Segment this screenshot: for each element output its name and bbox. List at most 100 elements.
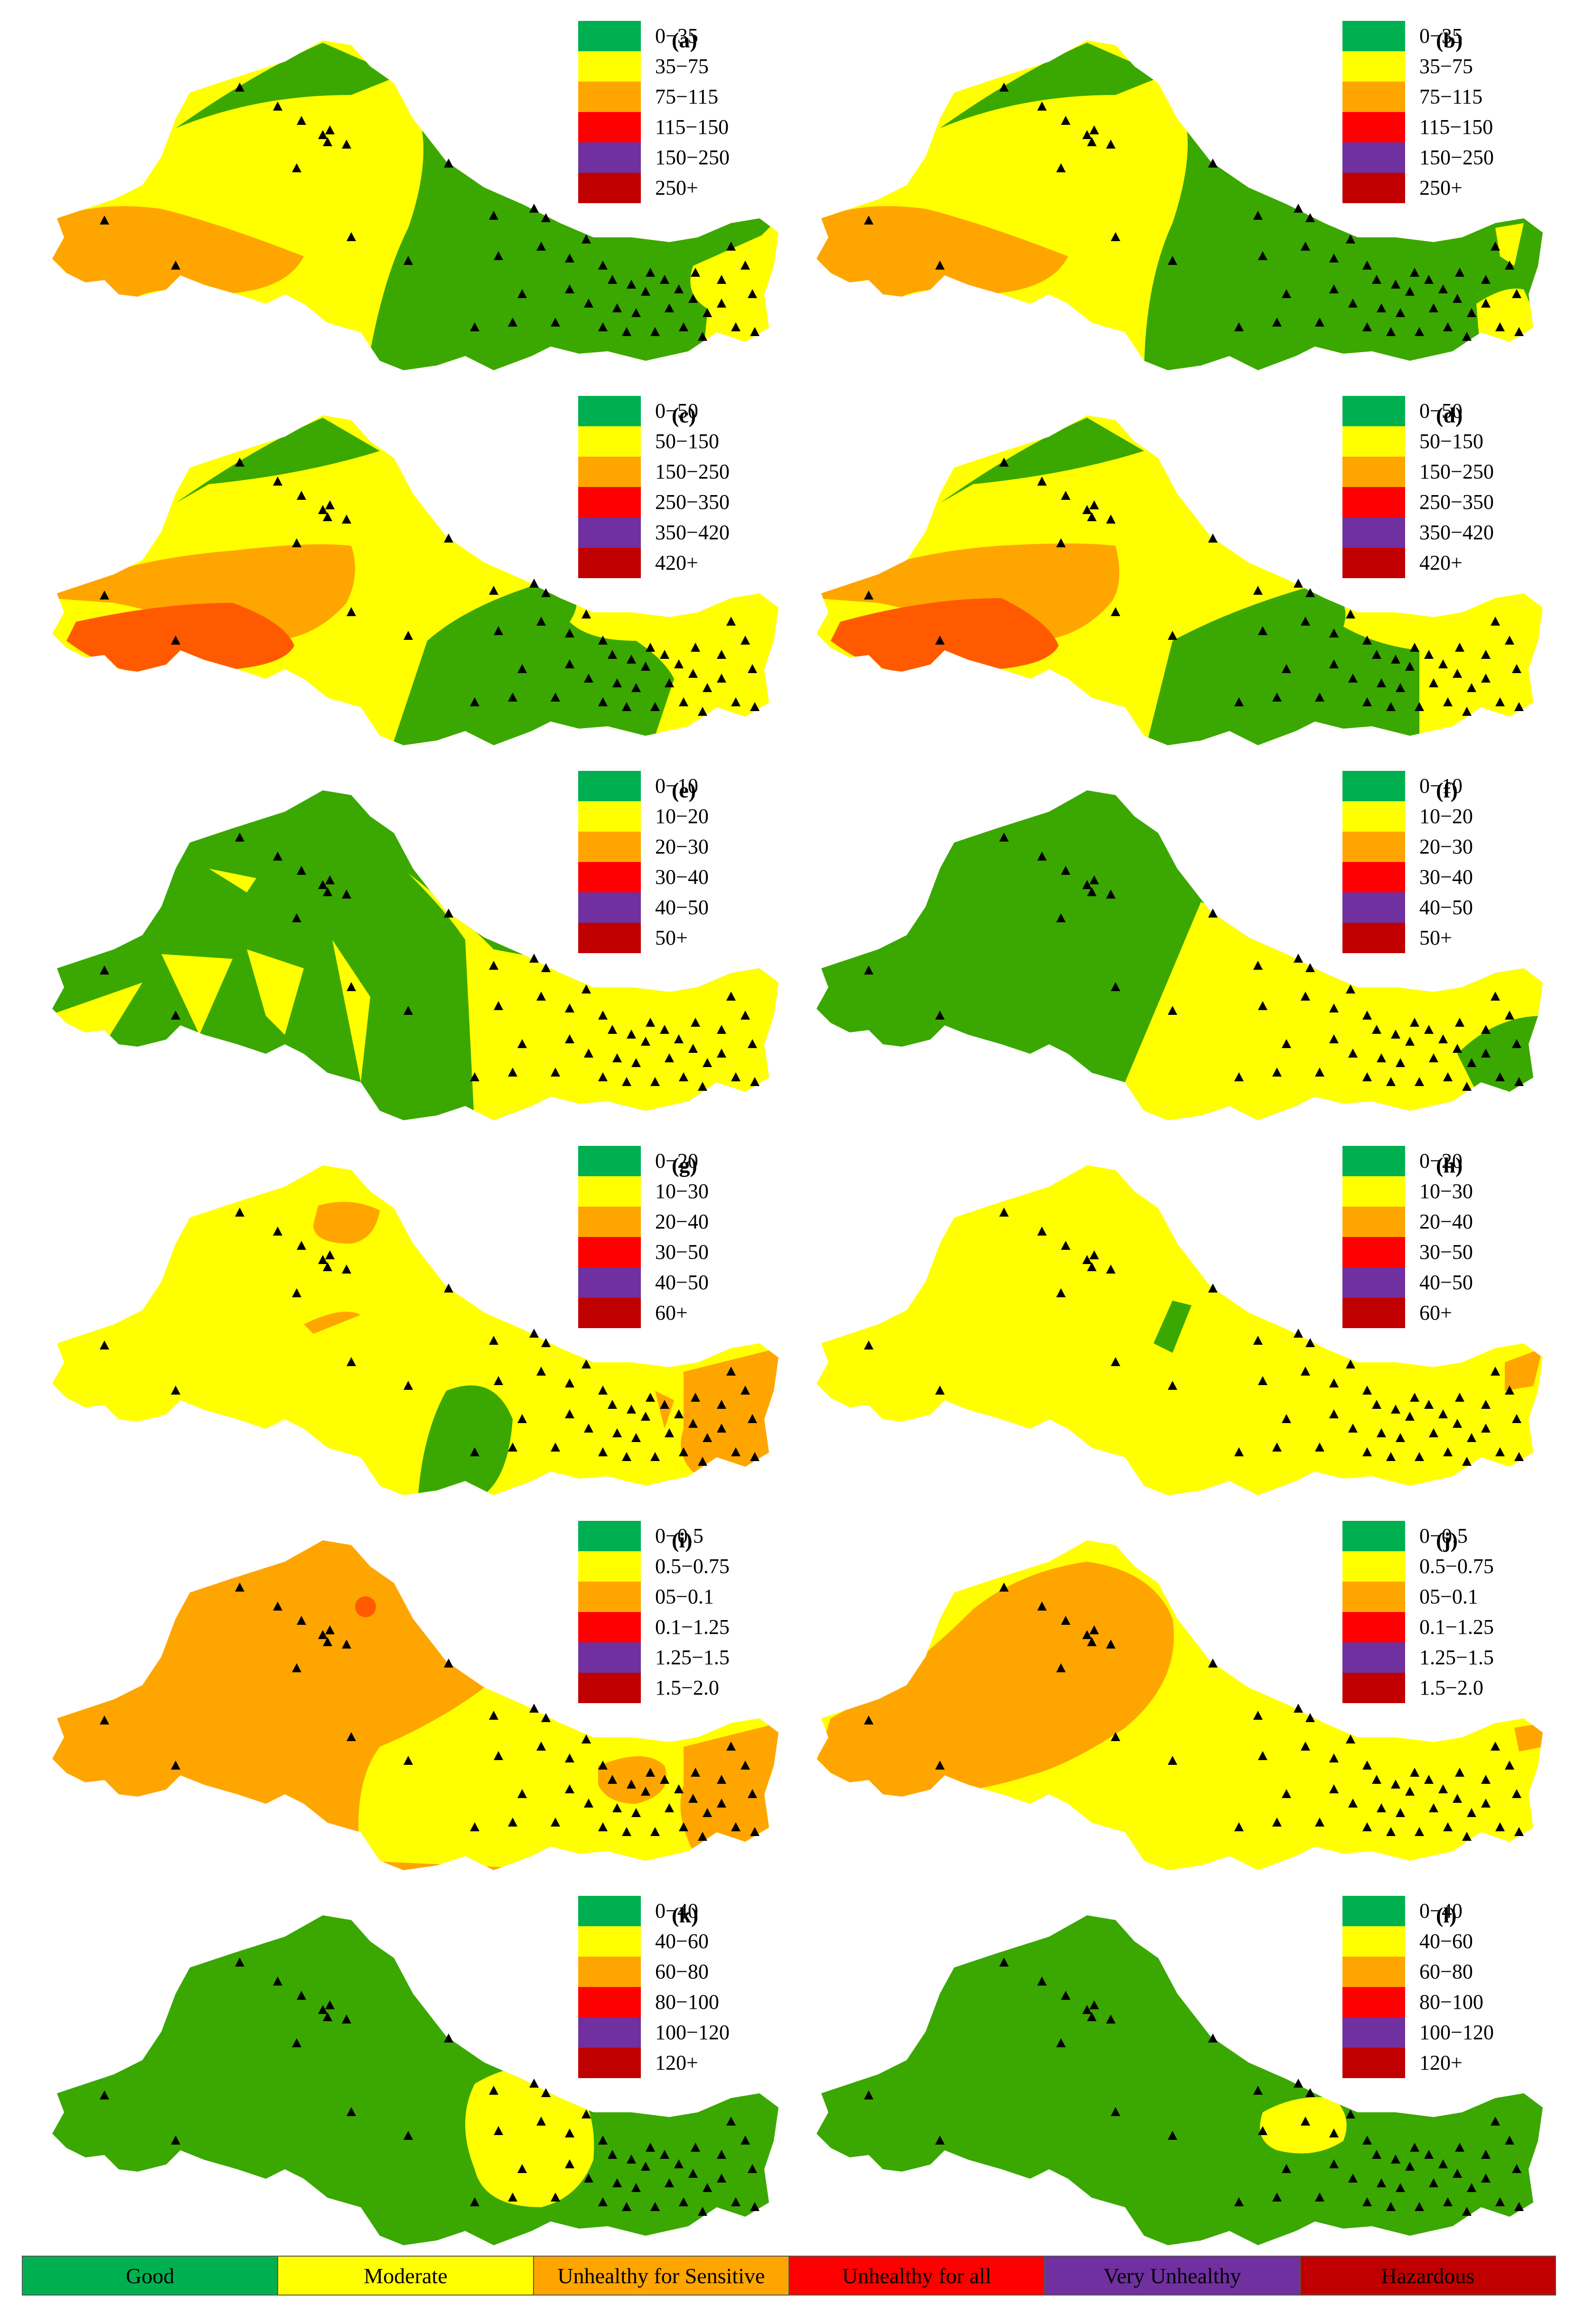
legend-range-label: 30−50: [1419, 1240, 1473, 1264]
legend-row: 350−420: [1342, 517, 1542, 548]
legend-swatch: [1342, 862, 1405, 892]
station-triangle-icon: [608, 650, 617, 659]
station-triangle-icon: [935, 636, 945, 645]
station-triangle-icon: [1424, 1400, 1434, 1409]
map-panel: 0−20 10−30 20−40 30−50 40−50 60+ (g): [19, 1125, 783, 1495]
station-triangle-icon: [674, 1034, 684, 1043]
station-triangle-icon: [748, 664, 757, 673]
legend-row: 350−420: [578, 517, 778, 548]
legend-range-label: 0−10: [655, 774, 698, 797]
station-triangle-icon: [347, 982, 356, 991]
station-triangle-icon: [1087, 137, 1097, 146]
legend-range-label: 0−10: [1419, 774, 1463, 797]
station-triangle-icon: [1453, 1794, 1462, 1803]
legend-swatch: [1342, 487, 1405, 517]
legend-range-label: 1.5−2.0: [655, 1676, 719, 1699]
station-triangle-icon: [517, 1789, 527, 1798]
category-moderate: Moderate: [278, 2257, 534, 2295]
station-triangle-icon: [665, 1428, 674, 1437]
station-triangle-icon: [1429, 1053, 1438, 1062]
station-triangle-icon: [1234, 697, 1244, 706]
station-triangle-icon: [731, 697, 741, 706]
station-triangle-icon: [582, 984, 591, 993]
station-triangle-icon: [1424, 650, 1434, 659]
legend-swatch: [578, 51, 641, 82]
legend-swatch: [1342, 1642, 1405, 1673]
legend-range-label: 100−120: [655, 2021, 730, 2044]
panel-label: (l): [1436, 1903, 1457, 1927]
station-triangle-icon: [1305, 1338, 1315, 1347]
station-triangle-icon: [1467, 1058, 1476, 1067]
station-triangle-icon: [641, 2162, 650, 2171]
legend-row: 100−120: [1342, 2017, 1542, 2048]
station-triangle-icon: [999, 83, 1009, 92]
station-triangle-icon: [565, 284, 574, 293]
station-triangle-icon: [1362, 636, 1372, 645]
legend-range-label: 40−50: [655, 1271, 709, 1294]
concentration-zone: [247, 949, 304, 1035]
station-triangle-icon: [584, 674, 593, 683]
station-triangle-icon: [1056, 163, 1066, 172]
station-triangle-icon: [565, 2159, 574, 2168]
station-triangle-icon: [717, 1775, 726, 1784]
station-triangle-icon: [1272, 2193, 1282, 2202]
legend-range-label: 60−80: [655, 1960, 709, 1983]
station-triangle-icon: [1491, 1742, 1500, 1751]
station-triangle-icon: [598, 2136, 608, 2145]
legend-swatch: [1342, 142, 1405, 173]
station-triangle-icon: [1106, 890, 1116, 899]
station-triangle-icon: [1082, 130, 1092, 139]
legend-range-label: 35−75: [1419, 55, 1473, 78]
legend-range-label: 0.1−1.25: [655, 1615, 730, 1639]
station-triangle-icon: [726, 1367, 736, 1376]
station-triangle-icon: [1415, 2202, 1424, 2211]
legend-range-label: 80−100: [655, 1990, 719, 2014]
station-triangle-icon: [1305, 1713, 1315, 1722]
station-triangle-icon: [1386, 2202, 1396, 2211]
station-triangle-icon: [622, 327, 631, 336]
legend-row: 0−35: [1342, 21, 1542, 51]
station-triangle-icon: [1429, 1803, 1438, 1812]
station-triangle-icon: [403, 1006, 413, 1015]
concentration-zone: [703, 218, 779, 361]
legend-range-label: 150−250: [1419, 460, 1494, 483]
legend-row: 250−350: [578, 487, 778, 517]
station-triangle-icon: [1512, 1414, 1521, 1423]
station-triangle-icon: [1491, 617, 1500, 626]
station-triangle-icon: [1455, 1018, 1464, 1027]
station-triangle-icon: [1396, 2183, 1405, 2192]
station-triangle-icon: [1087, 1262, 1097, 1271]
legend-swatch: [578, 1642, 641, 1673]
station-triangle-icon: [1315, 1068, 1324, 1077]
station-triangle-icon: [508, 2193, 517, 2202]
legend-row: 60+: [578, 1298, 778, 1328]
legend-range-label: 1.5−2.0: [1419, 1676, 1483, 1699]
legend-row: 10−20: [578, 801, 778, 832]
station-triangle-icon: [1061, 116, 1070, 125]
station-triangle-icon: [1396, 683, 1405, 692]
station-triangle-icon: [541, 1338, 551, 1347]
legend-row: 250−350: [1342, 487, 1542, 517]
station-triangle-icon: [1443, 1822, 1453, 1831]
legend-swatch: [578, 173, 641, 203]
station-triangle-icon: [235, 1958, 244, 1967]
station-triangle-icon: [536, 992, 546, 1001]
station-triangle-icon: [1061, 1241, 1070, 1250]
station-triangle-icon: [297, 1991, 306, 2000]
station-triangle-icon: [674, 284, 684, 293]
legend-swatch: [1342, 1582, 1405, 1612]
station-triangle-icon: [1438, 659, 1448, 668]
station-triangle-icon: [342, 140, 351, 149]
station-triangle-icon: [1455, 643, 1464, 652]
station-triangle-icon: [1405, 287, 1415, 296]
station-triangle-icon: [1272, 693, 1282, 702]
legend-row: 20−40: [578, 1207, 778, 1237]
station-triangle-icon: [1481, 674, 1491, 683]
station-triangle-icon: [1410, 2143, 1419, 2152]
legend-row: 60−80: [578, 1957, 778, 1987]
station-triangle-icon: [1329, 284, 1339, 293]
legend-swatch: [578, 923, 641, 953]
station-triangle-icon: [679, 1072, 688, 1081]
station-triangle-icon: [703, 308, 712, 317]
station-triangle-icon: [1377, 303, 1386, 312]
